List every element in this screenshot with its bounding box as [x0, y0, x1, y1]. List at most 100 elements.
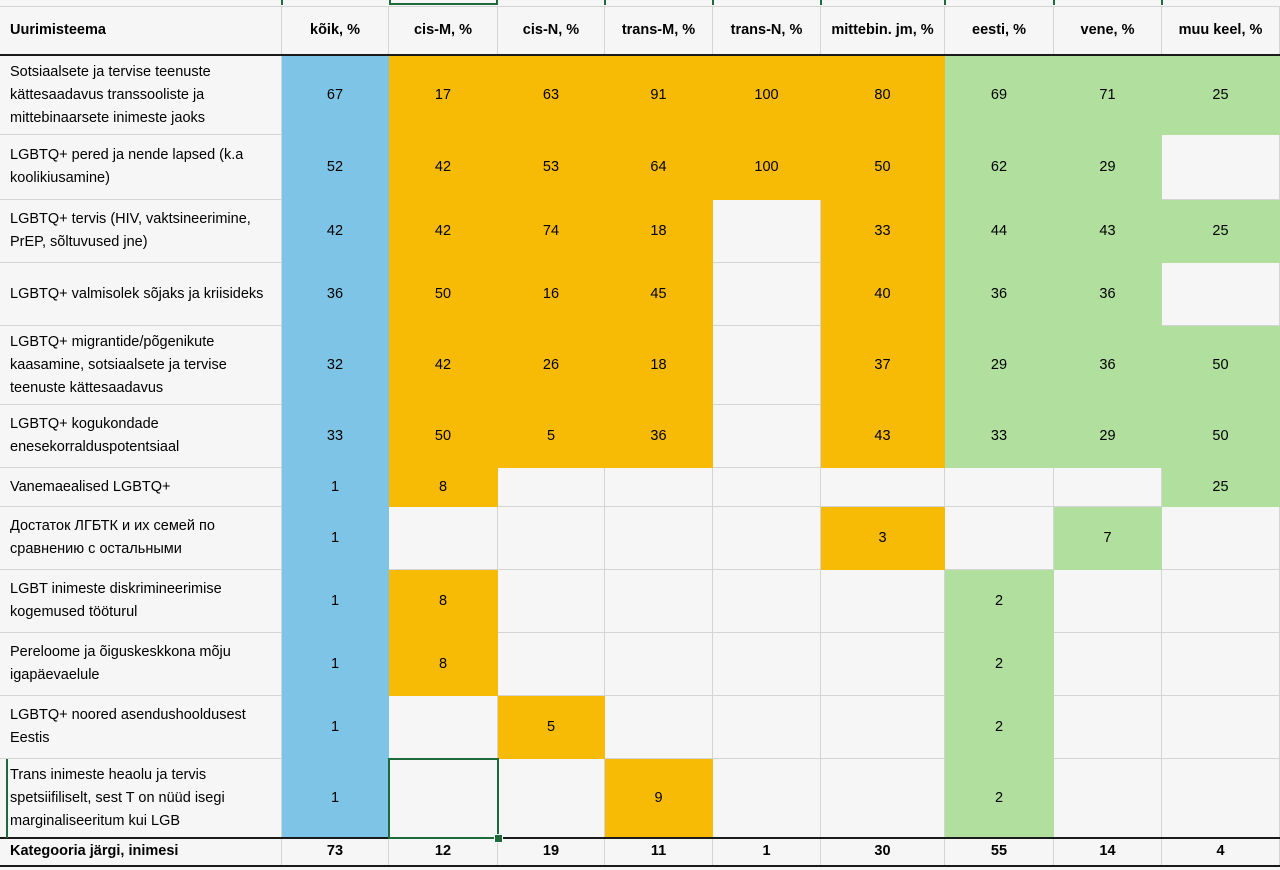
data-cell[interactable]: 18: [605, 200, 713, 263]
data-cell[interactable]: 25: [1162, 56, 1280, 135]
data-cell[interactable]: 16: [498, 263, 605, 326]
data-cell[interactable]: 74: [498, 200, 605, 263]
col-header-estonian[interactable]: eesti, %: [945, 6, 1054, 56]
col-header-nonbinary[interactable]: mittebin. jm, %: [821, 6, 945, 56]
data-cell[interactable]: 50: [1162, 326, 1280, 405]
data-cell[interactable]: 100: [713, 56, 821, 135]
data-cell[interactable]: 8: [389, 570, 498, 633]
data-cell[interactable]: [605, 696, 713, 759]
data-cell[interactable]: [389, 507, 498, 570]
data-cell[interactable]: 5: [498, 696, 605, 759]
data-cell[interactable]: [821, 633, 945, 696]
data-cell[interactable]: 80: [821, 56, 945, 135]
data-cell[interactable]: 71: [1054, 56, 1162, 135]
data-cell[interactable]: 2: [945, 759, 1054, 838]
data-cell[interactable]: [1054, 570, 1162, 633]
data-cell[interactable]: [1054, 633, 1162, 696]
data-cell[interactable]: 36: [1054, 263, 1162, 326]
data-cell[interactable]: 42: [389, 326, 498, 405]
topic-cell[interactable]: Достаток ЛГБТК и их семей по сравнению с…: [0, 507, 282, 570]
fill-handle[interactable]: [494, 834, 503, 843]
topic-cell[interactable]: Trans inimeste heaolu ja tervis spetsiif…: [0, 759, 282, 838]
data-cell[interactable]: 7: [1054, 507, 1162, 570]
data-cell[interactable]: 50: [389, 263, 498, 326]
data-cell[interactable]: [945, 468, 1054, 507]
data-cell[interactable]: [498, 570, 605, 633]
topic-cell[interactable]: LGBTQ+ migrantide/põgenikute kaasamine, …: [0, 326, 282, 405]
data-cell[interactable]: [498, 633, 605, 696]
data-cell[interactable]: 43: [821, 405, 945, 468]
data-cell[interactable]: 36: [1054, 326, 1162, 405]
data-cell[interactable]: 42: [389, 200, 498, 263]
data-cell[interactable]: [1054, 696, 1162, 759]
data-cell[interactable]: 50: [1162, 405, 1280, 468]
data-cell[interactable]: 36: [282, 263, 389, 326]
data-cell[interactable]: 37: [821, 326, 945, 405]
data-cell[interactable]: 9: [605, 759, 713, 838]
data-cell[interactable]: [821, 696, 945, 759]
col-header-russian[interactable]: vene, %: [1054, 6, 1162, 56]
total-cell[interactable]: 11: [605, 838, 713, 866]
data-cell[interactable]: [713, 570, 821, 633]
data-cell[interactable]: [1162, 135, 1280, 200]
data-cell[interactable]: 45: [605, 263, 713, 326]
data-cell[interactable]: 33: [282, 405, 389, 468]
data-cell[interactable]: 40: [821, 263, 945, 326]
data-cell[interactable]: [713, 633, 821, 696]
data-cell[interactable]: [1162, 759, 1280, 838]
data-cell[interactable]: 8: [389, 633, 498, 696]
topic-cell[interactable]: LGBTQ+ tervis (HIV, vaktsineerimine, PrE…: [0, 200, 282, 263]
data-cell[interactable]: [605, 633, 713, 696]
data-cell[interactable]: 8: [389, 468, 498, 507]
data-cell[interactable]: 26: [498, 326, 605, 405]
data-cell[interactable]: 42: [282, 200, 389, 263]
data-cell[interactable]: [713, 507, 821, 570]
data-cell[interactable]: 53: [498, 135, 605, 200]
topic-cell[interactable]: LGBTQ+ noored asendushooldusest Eestis: [0, 696, 282, 759]
data-cell[interactable]: [605, 570, 713, 633]
data-cell[interactable]: 1: [282, 759, 389, 838]
data-cell[interactable]: 5: [498, 405, 605, 468]
data-cell[interactable]: 64: [605, 135, 713, 200]
topic-cell[interactable]: LGBTQ+ kogukondade enesekorralduspotents…: [0, 405, 282, 468]
data-cell[interactable]: [605, 468, 713, 507]
data-cell[interactable]: 44: [945, 200, 1054, 263]
col-header-other-language[interactable]: muu keel, %: [1162, 6, 1280, 56]
col-header-cis-n[interactable]: cis-N, %: [498, 6, 605, 56]
data-cell[interactable]: [1162, 507, 1280, 570]
data-cell[interactable]: 50: [389, 405, 498, 468]
data-cell[interactable]: 63: [498, 56, 605, 135]
data-cell[interactable]: 2: [945, 633, 1054, 696]
data-cell[interactable]: 1: [282, 696, 389, 759]
data-cell[interactable]: [713, 263, 821, 326]
data-cell[interactable]: 67: [282, 56, 389, 135]
total-cell[interactable]: 1: [713, 838, 821, 866]
data-cell[interactable]: 42: [389, 135, 498, 200]
data-cell[interactable]: 91: [605, 56, 713, 135]
data-cell[interactable]: [1162, 696, 1280, 759]
data-cell[interactable]: 36: [605, 405, 713, 468]
data-cell[interactable]: 36: [945, 263, 1054, 326]
col-header-trans-n[interactable]: trans-N, %: [713, 6, 821, 56]
data-cell[interactable]: [389, 759, 498, 838]
data-cell[interactable]: 1: [282, 570, 389, 633]
data-cell[interactable]: 1: [282, 507, 389, 570]
data-cell[interactable]: 50: [821, 135, 945, 200]
data-cell[interactable]: [821, 759, 945, 838]
data-cell[interactable]: [821, 468, 945, 507]
data-cell[interactable]: [1162, 570, 1280, 633]
total-cell[interactable]: 73: [282, 838, 389, 866]
data-cell[interactable]: 100: [713, 135, 821, 200]
col-header-topic[interactable]: Uurimisteema: [0, 6, 282, 56]
data-cell[interactable]: [1162, 633, 1280, 696]
total-cell[interactable]: 30: [821, 838, 945, 866]
totals-label[interactable]: Kategooria järgi, inimesi: [0, 838, 282, 866]
data-cell[interactable]: [713, 759, 821, 838]
total-cell[interactable]: 12: [389, 838, 498, 866]
data-cell[interactable]: 18: [605, 326, 713, 405]
data-cell[interactable]: 1: [282, 468, 389, 507]
data-cell[interactable]: 25: [1162, 468, 1280, 507]
topic-cell[interactable]: Sotsiaalsete ja tervise teenuste kättesa…: [0, 56, 282, 135]
data-cell[interactable]: [605, 507, 713, 570]
data-cell[interactable]: [1162, 263, 1280, 326]
